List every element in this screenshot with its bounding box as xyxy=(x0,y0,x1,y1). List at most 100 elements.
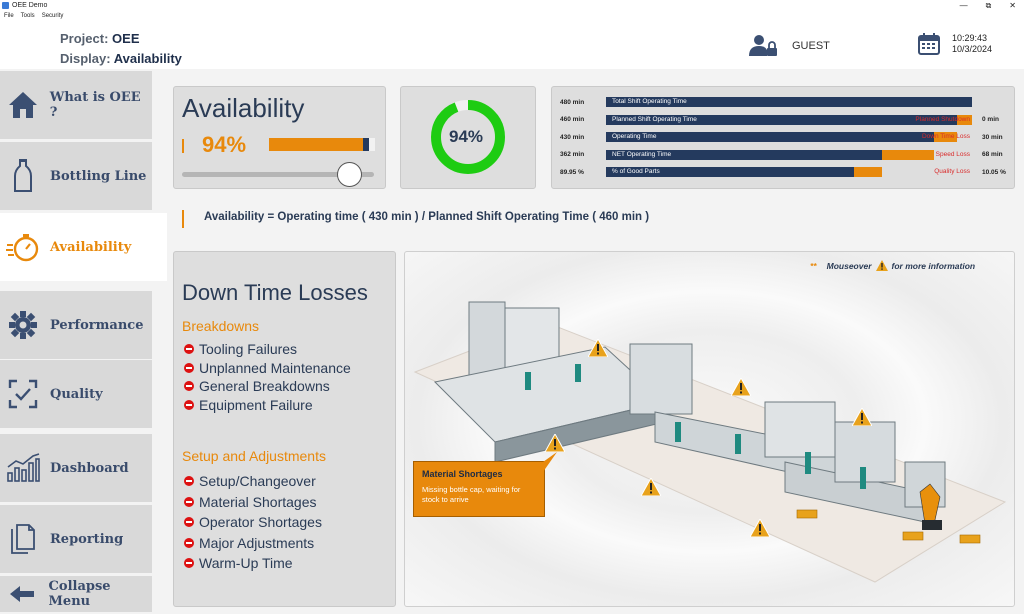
row-bar: Operating Time Down Time Loss xyxy=(606,132,972,142)
minus-circle-icon xyxy=(184,496,194,507)
row-loss-value: 0 min xyxy=(982,116,999,123)
sidebar-item-quality[interactable]: Quality xyxy=(0,360,152,428)
production-line-panel: ** Mouseover for more information xyxy=(404,251,1015,607)
app-icon xyxy=(2,2,9,9)
sidebar-item-label: What is OEE ? xyxy=(49,90,141,120)
document-icon xyxy=(6,522,40,556)
row-loss-fill xyxy=(854,167,882,177)
sidebar-item-dashboard[interactable]: Dashboard xyxy=(0,434,152,502)
category-breakdowns: Breakdowns xyxy=(182,318,260,334)
material-shortages-tooltip: Material Shortages Missing bottle cap, w… xyxy=(413,461,545,517)
tooltip-title: Material Shortages xyxy=(422,469,503,479)
menu-security[interactable]: Security xyxy=(41,13,64,19)
row-loss-fill xyxy=(956,114,972,125)
list-item[interactable]: Equipment Failure xyxy=(184,396,351,415)
sidebar: What is OEE ? Bottling Line Availability… xyxy=(0,69,167,614)
list-item[interactable]: Operator Shortages xyxy=(184,512,322,533)
minus-circle-icon xyxy=(184,558,194,569)
availability-bar-fill xyxy=(269,138,369,151)
list-item[interactable]: General Breakdowns xyxy=(184,377,351,396)
warning-icon[interactable] xyxy=(545,434,565,452)
sidebar-item-label: Availability xyxy=(50,239,132,255)
calendar-icon xyxy=(918,33,940,55)
accent-tick xyxy=(182,139,184,153)
home-icon xyxy=(6,88,40,122)
minus-circle-icon xyxy=(184,362,194,373)
sidebar-item-label: Bottling Line xyxy=(50,168,147,184)
row-label: NET Operating Time xyxy=(612,150,672,158)
minus-circle-icon xyxy=(184,344,194,355)
app-header: Project: OEE Display: Availability GUEST… xyxy=(0,21,1024,69)
breakdowns-list: Tooling Failures Unplanned Maintenance G… xyxy=(184,340,351,414)
sidebar-item-bottling-line[interactable]: Bottling Line xyxy=(0,142,152,210)
arrow-left-icon xyxy=(6,577,39,611)
sidebar-item-label: Performance xyxy=(50,317,144,333)
sidebar-item-availability[interactable]: Availability xyxy=(0,213,167,281)
project-label: Project: xyxy=(60,31,109,46)
user-block[interactable]: GUEST xyxy=(748,34,830,58)
slider-knob[interactable] xyxy=(337,162,363,187)
row-loss-fill xyxy=(881,149,934,160)
availability-slider[interactable] xyxy=(182,162,374,187)
project-value: OEE xyxy=(112,31,140,46)
availability-title: Availability xyxy=(182,93,305,123)
row-bar-fill xyxy=(606,132,934,142)
clock-date: 10/3/2024 xyxy=(952,44,993,54)
time-breakdown-row: 362 min NET Operating Time Speed Loss 68 mi… xyxy=(560,149,1010,161)
row-label: Total Shift Operating Time xyxy=(612,98,687,105)
row-bar: NET Operating Time Speed Loss xyxy=(606,149,972,160)
donut-value: 94% xyxy=(448,127,484,146)
row-label: % of Good Parts xyxy=(612,168,660,175)
bottling-line-illustration xyxy=(413,301,1007,583)
list-item[interactable]: Setup/Changeover xyxy=(184,471,322,492)
menu-file[interactable]: File xyxy=(4,13,14,19)
row-bar-fill xyxy=(606,149,882,160)
row-loss-name: Down Time Loss xyxy=(921,133,970,140)
list-item[interactable]: Warm-Up Time xyxy=(184,553,322,574)
warning-icon[interactable] xyxy=(731,378,751,396)
downtime-losses-panel: Down Time Losses Breakdowns Tooling Fail… xyxy=(173,251,396,607)
clock-time: 10:29:43 xyxy=(952,33,988,43)
sidebar-item-label: Reporting xyxy=(50,531,124,547)
category-setup: Setup and Adjustments xyxy=(182,448,326,464)
close-button[interactable]: ✕ xyxy=(1009,1,1016,10)
warning-icon[interactable] xyxy=(588,339,608,357)
warning-icon[interactable] xyxy=(852,408,872,426)
menu-tools[interactable]: Tools xyxy=(20,13,35,19)
row-bar: Total Shift Operating Time xyxy=(606,97,972,107)
list-item[interactable]: Major Adjustments xyxy=(184,533,322,554)
gear-icon xyxy=(6,308,40,342)
sidebar-item-reporting[interactable]: Reporting xyxy=(0,505,152,573)
menu-bar: File Tools Security xyxy=(0,11,1024,21)
minus-circle-icon xyxy=(184,399,194,410)
mouseover-hint: ** Mouseover for more information xyxy=(810,260,976,271)
row-amount: 89.95 % xyxy=(560,168,584,176)
warning-icon[interactable] xyxy=(641,478,661,496)
quality-check-icon xyxy=(6,377,40,411)
minimize-button[interactable]: — xyxy=(959,1,968,10)
bottle-icon xyxy=(6,159,40,193)
stopwatch-icon xyxy=(6,230,40,264)
row-loss-name: Speed Loss xyxy=(935,150,970,158)
availability-value: 94% xyxy=(202,132,247,157)
minus-circle-icon xyxy=(184,476,194,487)
time-breakdown-row: 480 min Total Shift Operating Time xyxy=(560,96,1010,108)
sidebar-item-performance[interactable]: Performance xyxy=(0,291,152,359)
availability-formula: Availability = Operating time ( 430 min … xyxy=(204,211,650,223)
row-amount: 460 min xyxy=(560,116,585,123)
availability-gauge-card: 94% xyxy=(400,86,536,189)
setup-list: Setup/Changeover Material Shortages Oper… xyxy=(184,471,322,574)
row-loss-fill xyxy=(933,132,957,142)
row-amount: 362 min xyxy=(560,151,585,158)
sidebar-item-label: Collapse Menu xyxy=(48,579,111,609)
list-item[interactable]: Material Shortages xyxy=(184,492,322,513)
list-item[interactable]: Tooling Failures xyxy=(184,340,351,359)
warning-icon[interactable] xyxy=(750,519,770,537)
collapse-menu-button[interactable]: Collapse Menu xyxy=(0,576,152,612)
row-bar: % of Good Parts Quality Loss xyxy=(606,167,972,177)
user-lock-icon xyxy=(749,35,777,56)
restore-button[interactable]: ⧉ xyxy=(985,1,992,10)
sidebar-item-label: Quality xyxy=(50,386,103,402)
list-item[interactable]: Unplanned Maintenance xyxy=(184,359,351,378)
sidebar-item-what-is-oee[interactable]: What is OEE ? xyxy=(0,71,152,139)
